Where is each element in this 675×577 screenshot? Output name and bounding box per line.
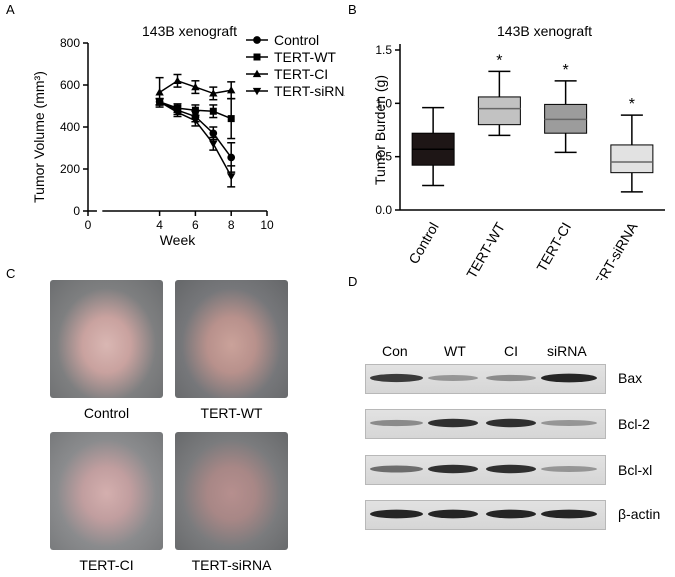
blot-band-bcl-xl-sirna <box>541 465 597 473</box>
chart-b-y-tick-label: 0.0 <box>375 203 392 217</box>
lane-label-sirna: siRNA <box>547 343 587 359</box>
chart-b-y-tick-label: 0.5 <box>375 150 392 164</box>
chart-a-x-tick-label: 10 <box>260 218 274 232</box>
data-point-tert-wt <box>227 115 235 123</box>
data-point-tert-wt <box>191 106 199 114</box>
chart-b-x-tick-label-tert-wt: TERT-WT <box>463 219 508 280</box>
legend-label-control: Control <box>274 32 319 48</box>
legend-label-tert-ci: TERT-CI <box>274 66 328 82</box>
data-point-tert-ci <box>209 89 218 97</box>
data-point-tert-sirna <box>227 173 236 181</box>
panel-label-a: A <box>6 2 15 17</box>
blot-label-actin: β-actin <box>618 506 661 522</box>
chart-a-y-tick-label: 600 <box>60 78 80 92</box>
blot-band-actin-sirna <box>541 509 597 519</box>
chart-b-x-tick-label-control: Control <box>405 220 441 267</box>
lane-label-wt: WT <box>444 343 466 359</box>
chart-b-y-tick-label: 1.5 <box>375 43 392 57</box>
lane-label-ci: CI <box>504 343 518 359</box>
data-point-tert-sirna <box>173 109 182 117</box>
data-point-tert-sirna <box>191 117 200 125</box>
blot-band-bax-ci <box>486 374 536 382</box>
data-point-tert-ci <box>227 86 236 94</box>
panel-label-d: D <box>348 274 358 289</box>
data-point-tert-wt <box>209 107 217 115</box>
data-point-tert-sirna <box>155 98 164 106</box>
chart-a-y-label: Tumor Volume (mm³) <box>31 71 47 203</box>
mouse-photo-tert-wt <box>175 280 288 398</box>
lane-label-con: Con <box>382 343 408 359</box>
mouse-photo-control <box>50 280 163 398</box>
blot-band-bax-wt <box>428 374 478 382</box>
blot-label-bclxl: Bcl-xl <box>618 462 653 478</box>
data-point-tert-ci <box>191 82 200 91</box>
blot-band-bcl-xl-ci <box>486 464 536 474</box>
chart-a-x-tick-label: 0 <box>85 218 92 232</box>
chart-a-x-tick-label: 6 <box>192 218 199 232</box>
chart-a-x-label: Week <box>160 232 197 248</box>
mouse-photo-tert-sirna <box>175 432 288 550</box>
legend-marker-tert-wt <box>253 53 261 61</box>
box-tert-wt <box>477 96 521 126</box>
chart-a-y-tick-label: 800 <box>60 36 80 50</box>
chart-b-x-tick-label-tert-sirna: TERT-siRNA <box>587 219 641 280</box>
chart-a-y-tick-label: 400 <box>60 120 80 134</box>
blot-band-bcl-2-con <box>370 419 423 427</box>
blot-band-bcl-2-wt <box>428 418 478 428</box>
blot-strip-actin <box>365 500 606 530</box>
chart-b-x-tick-label-tert-ci: TERT-CI <box>533 220 574 275</box>
legend-marker-tert-ci <box>252 69 262 78</box>
panel-label-c: C <box>6 266 16 281</box>
significance-marker-tert-sirna: * <box>629 96 635 113</box>
blot-band-bcl-xl-con <box>370 465 423 473</box>
legend-marker-control <box>253 36 261 44</box>
chart-a-y-tick-label: 0 <box>73 204 80 218</box>
blot-band-bcl-2-ci <box>486 418 536 428</box>
blot-band-bax-sirna <box>541 373 597 383</box>
blot-strip-bcl-2 <box>365 409 606 439</box>
chart-b-y-tick-label: 1.0 <box>375 96 392 110</box>
blot-band-bcl-2-sirna <box>541 419 597 427</box>
data-point-control <box>209 129 218 138</box>
data-point-tert-ci <box>173 76 182 84</box>
legend-label-tert-wt: TERT-WT <box>274 49 336 65</box>
data-point-control <box>227 153 236 162</box>
blot-band-actin-con <box>370 509 423 519</box>
data-point-tert-ci <box>155 88 164 96</box>
blot-band-actin-ci <box>486 509 536 519</box>
photo-caption-control: Control <box>83 405 130 421</box>
chart-a-x-tick-label: 8 <box>228 218 235 232</box>
significance-marker-tert-ci: * <box>563 62 569 79</box>
chart-b-title: 143B xenograft <box>497 23 592 39</box>
significance-marker-tert-wt: * <box>496 52 502 69</box>
blot-band-actin-wt <box>428 509 478 519</box>
chart-a-title: 143B xenograft <box>142 23 237 39</box>
chart-b-y-label: Tumor Burden (g) <box>372 75 388 185</box>
chart-a-x-tick-label: 4 <box>156 218 163 232</box>
blot-band-bcl-xl-wt <box>428 464 478 474</box>
photo-caption-tert-sirna: TERT-siRNA <box>191 557 272 573</box>
blot-strip-bax <box>365 364 606 394</box>
blot-label-bax: Bax <box>618 370 643 386</box>
blot-band-bax-con <box>370 373 423 383</box>
box-tert-sirna <box>610 144 654 174</box>
tumor-burden-box-plot: 143B xenograft 0.0 0.5 1.0 1.5 Tumor Burden (… <box>372 23 665 280</box>
photo-caption-tert-ci: TERT-CI <box>79 557 134 573</box>
chart-a-y-tick-label: 200 <box>60 162 80 176</box>
mouse-photo-tert-ci <box>50 432 163 550</box>
photo-caption-tert-wt: TERT-WT <box>200 405 263 421</box>
legend-label-tert-sirna: TERT-siRNA <box>274 83 345 99</box>
legend-marker-tert-sirna <box>252 87 262 96</box>
data-point-tert-sirna <box>209 140 218 148</box>
panel-label-b: B <box>348 2 357 17</box>
tumor-volume-line-chart: 143B xenograft 0 200 400 600 800 0 4 6 8 10 Week Tum… <box>31 23 345 248</box>
blot-strip-bcl-xl <box>365 455 606 485</box>
blot-label-bcl2: Bcl-2 <box>618 416 650 432</box>
